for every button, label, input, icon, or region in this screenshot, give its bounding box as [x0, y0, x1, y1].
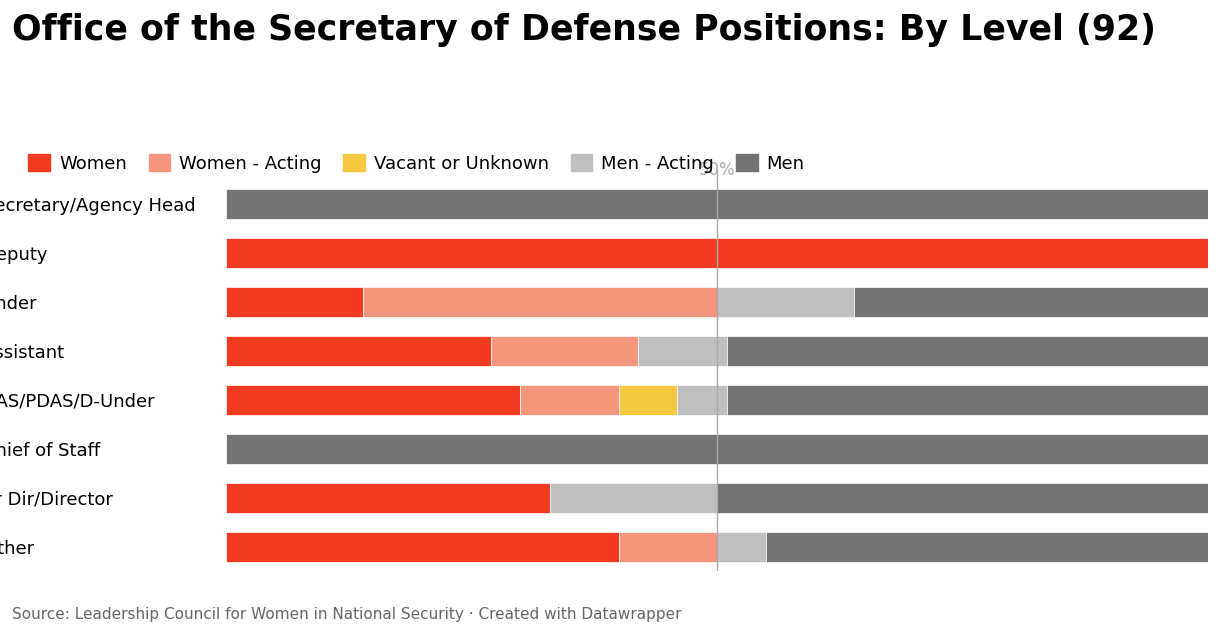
Bar — [638, 336, 727, 365]
Bar — [550, 484, 717, 512]
Bar — [619, 533, 717, 561]
Bar — [766, 533, 1208, 561]
Bar — [727, 336, 1208, 365]
Legend: Women, Women - Acting, Vacant or Unknown, Men - Acting, Men: Women, Women - Acting, Vacant or Unknown… — [21, 147, 811, 180]
Bar — [226, 533, 619, 561]
Bar — [226, 189, 1208, 219]
Bar — [727, 385, 1208, 414]
Bar — [717, 484, 1208, 512]
Bar — [226, 484, 550, 512]
Text: Source: Leadership Council for Women in National Security · Created with Datawra: Source: Leadership Council for Women in … — [12, 607, 682, 622]
Bar — [226, 434, 1208, 463]
Bar — [364, 287, 717, 317]
Bar — [520, 385, 619, 414]
Bar — [226, 238, 1208, 268]
Bar — [677, 385, 727, 414]
Bar — [717, 533, 766, 561]
Bar — [226, 385, 520, 414]
Bar — [854, 287, 1208, 317]
Text: 50%: 50% — [698, 161, 736, 180]
Bar — [717, 287, 854, 317]
Bar — [226, 336, 490, 365]
Text: Office of the Secretary of Defense Positions: By Level (92): Office of the Secretary of Defense Posit… — [12, 13, 1157, 46]
Bar — [619, 385, 677, 414]
Bar — [490, 336, 638, 365]
Bar — [226, 287, 364, 317]
